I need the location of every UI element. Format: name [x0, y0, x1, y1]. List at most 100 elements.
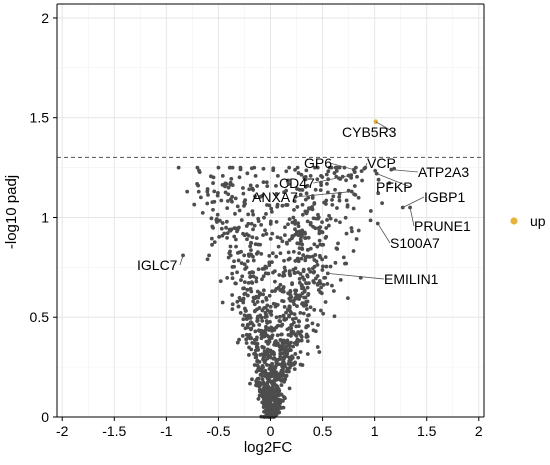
up-point [373, 119, 378, 125]
data-point [356, 228, 361, 233]
data-point [230, 302, 235, 307]
data-point [307, 267, 311, 272]
data-point [283, 341, 288, 346]
data-point [235, 299, 240, 304]
data-point [303, 175, 308, 179]
y-tick-label: 1 [41, 209, 49, 225]
data-point [263, 371, 268, 376]
data-point [205, 189, 210, 194]
y-tick-label: 0.5 [30, 309, 50, 325]
legend-swatch [510, 217, 518, 225]
data-point [244, 332, 249, 337]
data-point [400, 205, 405, 210]
data-point [290, 220, 295, 225]
data-point [312, 307, 317, 312]
data-point [246, 233, 251, 238]
data-point [306, 293, 310, 297]
data-point [286, 257, 291, 262]
data-point [360, 178, 364, 183]
data-point [278, 314, 282, 319]
data-point [295, 341, 299, 346]
data-point [287, 344, 292, 349]
data-point [305, 352, 310, 356]
data-point [320, 268, 325, 272]
data-point [272, 388, 277, 393]
data-point [210, 200, 215, 205]
data-point [235, 250, 240, 255]
data-point [291, 249, 296, 254]
data-point [310, 207, 315, 212]
data-point [319, 173, 323, 178]
data-point [280, 364, 285, 369]
data-point [286, 182, 291, 186]
data-point [249, 326, 254, 331]
data-point [255, 307, 259, 312]
data-point [224, 219, 229, 224]
data-point [282, 305, 287, 309]
data-point [240, 334, 245, 338]
data-point [268, 379, 272, 384]
data-point [280, 239, 285, 244]
data-point [288, 289, 293, 294]
data-point [326, 223, 331, 228]
data-point [278, 345, 283, 350]
data-point [250, 281, 255, 285]
data-point [297, 276, 302, 281]
data-point [230, 271, 235, 276]
data-point [277, 318, 282, 323]
data-point [220, 221, 225, 225]
x-tick-label: -1 [160, 423, 173, 439]
data-point [263, 350, 267, 355]
data-point [192, 202, 197, 207]
data-point [315, 345, 320, 349]
data-point [226, 185, 231, 190]
data-point [230, 293, 235, 297]
data-point [272, 405, 277, 410]
data-point [273, 393, 278, 398]
data-point [212, 240, 217, 245]
data-point [282, 355, 286, 360]
data-point [288, 348, 293, 352]
data-point [228, 197, 233, 202]
data-point [281, 373, 286, 377]
data-point [304, 299, 309, 304]
data-point [281, 286, 286, 291]
data-point [279, 383, 284, 387]
x-tick-label: 1 [371, 423, 379, 439]
data-point [267, 260, 272, 265]
data-point [315, 165, 320, 170]
data-point [215, 212, 220, 217]
data-point [270, 231, 275, 236]
data-point [305, 219, 310, 224]
data-point [237, 175, 242, 180]
data-point [325, 282, 330, 286]
data-point [333, 218, 338, 223]
data-point [225, 276, 230, 280]
data-point [296, 324, 301, 329]
data-point [253, 194, 257, 199]
data-point [228, 165, 233, 170]
data-point [252, 223, 257, 228]
data-point [260, 394, 265, 399]
data-point [296, 355, 301, 360]
data-point [264, 180, 269, 185]
data-point [345, 203, 350, 207]
x-tick-label: 1.5 [417, 423, 437, 439]
data-point [284, 240, 289, 245]
label-leader-line [375, 121, 394, 133]
data-point [262, 306, 267, 310]
data-point [335, 206, 339, 210]
data-point [293, 266, 298, 271]
data-point [255, 335, 259, 340]
point-label: ANXA7 [252, 189, 298, 205]
data-point [264, 212, 268, 216]
data-point [269, 336, 274, 340]
data-point [240, 323, 245, 328]
data-point [288, 365, 292, 370]
data-point [255, 359, 259, 364]
data-point [254, 276, 259, 281]
data-point [293, 288, 297, 293]
y-tick-label: 1.5 [30, 110, 50, 126]
data-point [286, 250, 291, 255]
data-point [315, 262, 320, 267]
